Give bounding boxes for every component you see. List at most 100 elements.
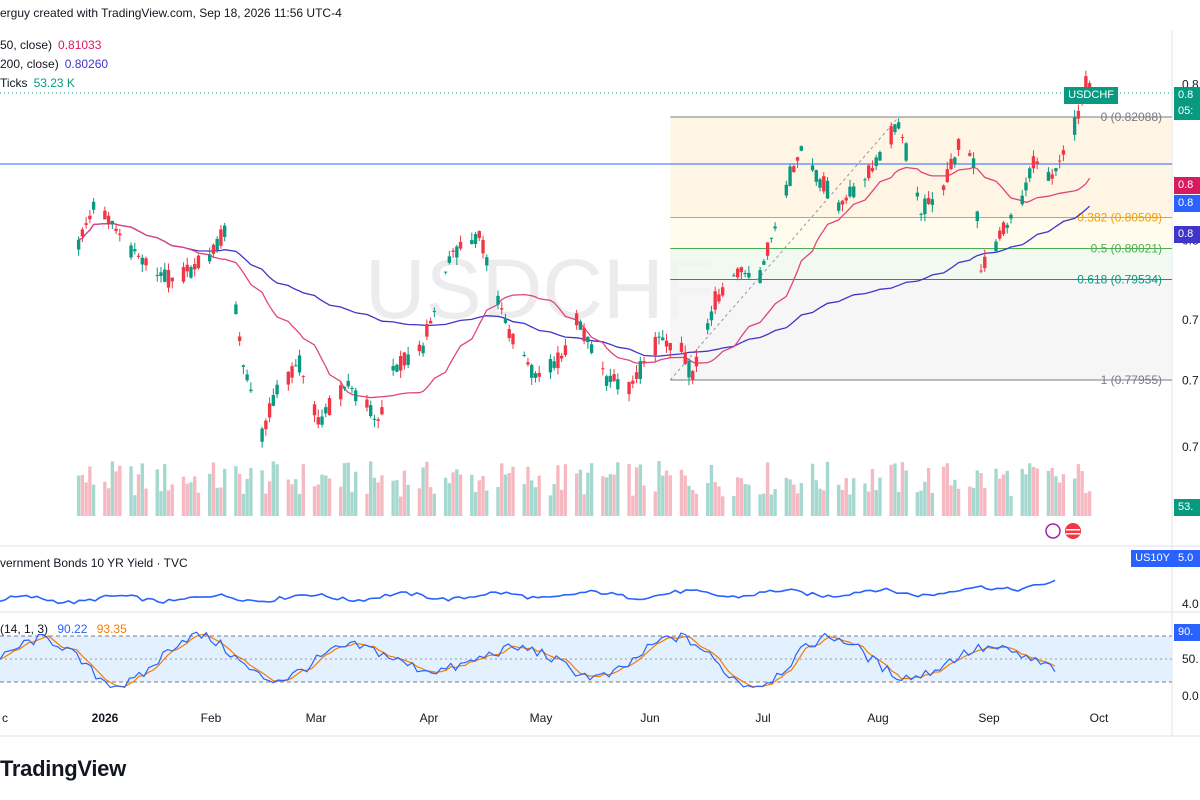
candle-body xyxy=(979,270,983,272)
volume-bar xyxy=(923,481,927,516)
legend-volume[interactable]: Ticks 53.23 K xyxy=(0,76,75,90)
stoch-axis-label: 50. xyxy=(1182,652,1199,666)
candle-body xyxy=(237,336,242,341)
volume-bar xyxy=(129,466,133,516)
candle-body xyxy=(428,320,433,324)
candle-body xyxy=(312,404,317,416)
volume-bar xyxy=(668,475,672,516)
candle-body xyxy=(739,267,744,273)
volume-bar xyxy=(455,469,459,516)
tradingview-logo[interactable]: TradingView xyxy=(0,756,126,781)
candle-body xyxy=(391,365,395,371)
legend-ma200[interactable]: 200, close) 0.80260 xyxy=(0,57,108,71)
volume-bar xyxy=(473,492,478,516)
stoch-pane-title[interactable]: (14, 1, 3) 90.22 93.35 xyxy=(0,622,127,636)
volume-bar xyxy=(717,486,721,516)
candle-body xyxy=(324,407,328,414)
volume-bar xyxy=(477,480,481,516)
volume-bar xyxy=(443,477,448,516)
candle-body xyxy=(144,258,148,266)
volume-bar xyxy=(365,493,369,516)
candle-body xyxy=(193,263,197,270)
volume-bar xyxy=(1050,467,1054,516)
volume-bar xyxy=(80,474,85,516)
candle-body xyxy=(267,403,272,418)
volume-bar xyxy=(136,474,141,516)
candle-body xyxy=(470,240,474,244)
candle-body xyxy=(417,344,422,352)
volume-bar xyxy=(694,493,699,516)
candle-body xyxy=(1035,161,1039,164)
volume-bar xyxy=(522,484,526,516)
fib-label-0: 0 (0.82088) xyxy=(1101,110,1162,124)
volume-bar xyxy=(511,466,515,516)
candle-body xyxy=(500,308,504,310)
candle-body xyxy=(889,126,893,145)
volume-bar xyxy=(185,483,189,516)
candle-body xyxy=(769,237,774,239)
volume-bar xyxy=(844,478,848,516)
candle-body xyxy=(140,257,144,265)
volume-bar xyxy=(245,478,249,516)
volume-bar xyxy=(634,467,639,516)
candle-body xyxy=(103,210,107,220)
time-axis-label: Mar xyxy=(306,711,327,725)
candle-body xyxy=(664,340,669,347)
ma200-price-tag: 0.8 xyxy=(1174,226,1200,243)
volume-bar xyxy=(732,496,736,516)
candle-body xyxy=(994,241,998,252)
candle-body xyxy=(556,352,560,369)
candle-body xyxy=(661,337,665,341)
candle-body xyxy=(376,419,380,421)
candle-body xyxy=(735,268,740,278)
candle-body xyxy=(286,371,291,385)
candle-body xyxy=(1001,222,1006,235)
volume-tag: 53. xyxy=(1174,499,1200,516)
volume-bar xyxy=(601,476,605,516)
time-axis-label: May xyxy=(530,711,553,725)
candle-body xyxy=(773,226,777,229)
candle-body xyxy=(578,321,583,330)
volume-bar xyxy=(485,490,489,516)
volume-bar xyxy=(900,462,905,516)
candle-body xyxy=(668,343,672,351)
fib-label-0.618: 0.618 (0.79534) xyxy=(1077,273,1162,287)
candle-body xyxy=(84,223,88,225)
legend-ma50[interactable]: 50, close) 0.81033 xyxy=(0,38,101,52)
volume-bar xyxy=(1084,493,1088,516)
candle-body xyxy=(537,372,541,377)
volume-bar xyxy=(211,462,216,516)
stoch-d-value: 93.35 xyxy=(96,622,127,636)
volume-bar xyxy=(470,474,474,516)
candle-body xyxy=(234,304,238,314)
candle-body xyxy=(601,368,605,370)
candle-body xyxy=(919,213,923,215)
volume-bar xyxy=(788,479,792,516)
candle-body xyxy=(687,360,691,378)
candle-body xyxy=(747,272,751,278)
candle-body xyxy=(930,199,935,205)
candle-body xyxy=(679,342,684,352)
volume-bar xyxy=(114,471,118,516)
candle-body xyxy=(133,249,137,252)
volume-bar xyxy=(968,486,972,516)
volume-bar xyxy=(582,494,586,516)
volume-bar xyxy=(189,482,193,516)
volume-bar xyxy=(103,481,107,516)
volume-bar xyxy=(350,491,354,516)
legend-ma200-value: 0.80260 xyxy=(64,57,109,71)
countdown-tag: 05: xyxy=(1174,103,1200,120)
volume-bar xyxy=(1009,495,1013,516)
volume-bar xyxy=(631,495,635,516)
candle-body xyxy=(485,257,489,266)
candle-body xyxy=(526,362,530,365)
stoch-params: (14, 1, 3) xyxy=(0,622,49,636)
volume-bar xyxy=(563,464,568,516)
volume-bar xyxy=(713,482,717,516)
volume-bar xyxy=(402,470,407,516)
volume-bar xyxy=(941,466,946,516)
candle-body xyxy=(634,372,639,379)
candle-body xyxy=(339,385,343,400)
candle-body xyxy=(249,389,253,392)
